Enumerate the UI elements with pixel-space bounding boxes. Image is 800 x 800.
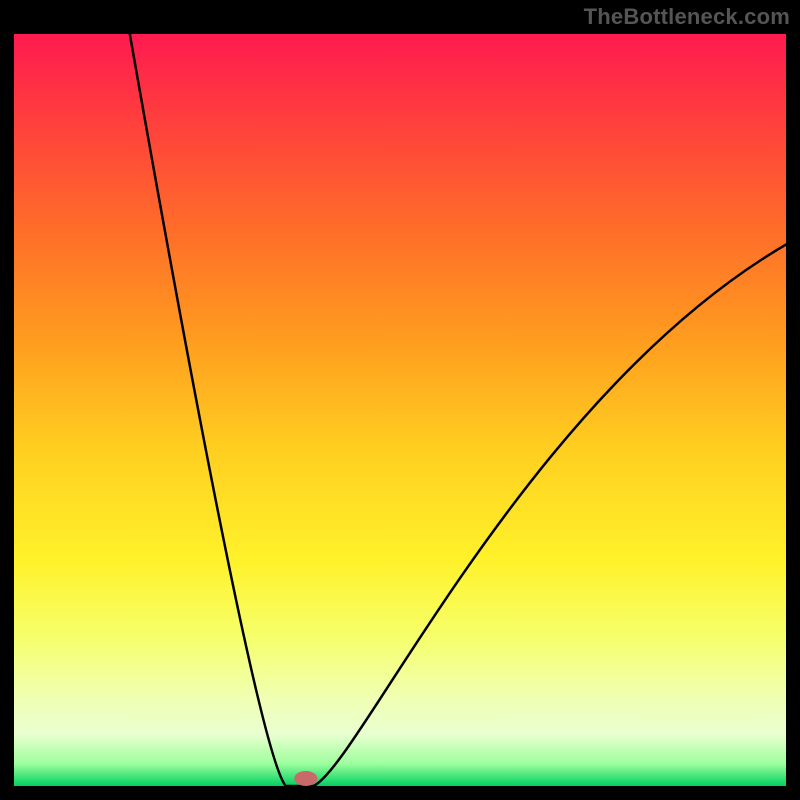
optimal-point-marker — [294, 771, 317, 786]
chart-container: TheBottleneck.com — [0, 0, 800, 800]
bottleneck-plot — [0, 0, 800, 800]
plot-background — [14, 34, 786, 786]
